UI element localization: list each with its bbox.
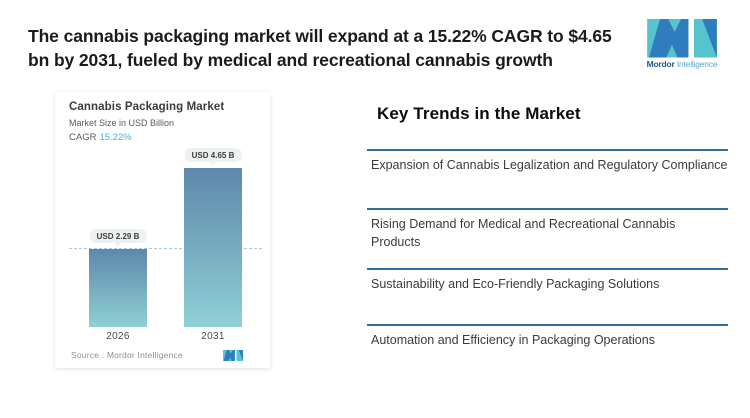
bar xyxy=(89,249,147,327)
page-title-line2: bn by 2031, fueled by medical and recrea… xyxy=(28,50,553,70)
bar xyxy=(184,168,242,327)
mordor-intelligence-logo-icon xyxy=(647,19,717,58)
chart-source: Source : Mordor Intelligence xyxy=(71,350,183,360)
bar-group: USD 4.65 B 2031 xyxy=(184,148,242,342)
logo-word-intelligence: Intelligence xyxy=(676,58,718,69)
trend-item: Sustainability and Eco-Friendly Packagin… xyxy=(367,268,728,294)
plot-area: USD 2.29 B 2026 USD 4.65 B 2031 xyxy=(69,148,262,342)
mini-logo-mark-icon xyxy=(223,350,243,361)
bar-category-label: 2031 xyxy=(201,331,225,342)
bar-value-pill: USD 2.29 B xyxy=(89,229,147,247)
chart-title: Cannabis Packaging Market xyxy=(69,101,225,113)
page-title-line1: The cannabis packaging market will expan… xyxy=(28,26,612,46)
cagr-label: CAGR xyxy=(69,132,97,143)
reference-dashed-line xyxy=(69,248,262,249)
trends-heading: Key Trends in the Market xyxy=(377,104,581,123)
trend-item: Rising Demand for Medical and Recreation… xyxy=(367,208,728,251)
chart-subtitle: Market Size in USD Billion xyxy=(69,118,175,128)
logo-word-mordor: Mordor xyxy=(646,58,675,69)
bar-value-pill: USD 4.65 B xyxy=(184,148,242,166)
logo-wordmark: Mordor Intelligence xyxy=(643,59,721,69)
cagr-value: 15.22% xyxy=(99,132,132,143)
bar-group: USD 2.29 B 2026 xyxy=(89,150,147,342)
trend-item: Expansion of Cannabis Legalization and R… xyxy=(367,149,728,175)
bar-category-label: 2026 xyxy=(106,331,130,342)
chart-card: Cannabis Packaging Market Market Size in… xyxy=(55,92,270,368)
page-title: The cannabis packaging market will expan… xyxy=(28,24,650,72)
chart-cagr: CAGR 15.22% xyxy=(69,132,132,143)
trends-list: Expansion of Cannabis Legalization and R… xyxy=(367,149,728,389)
mordor-intelligence-logo: Mordor Intelligence xyxy=(643,19,721,69)
trend-item: Automation and Efficiency in Packaging O… xyxy=(367,324,728,350)
